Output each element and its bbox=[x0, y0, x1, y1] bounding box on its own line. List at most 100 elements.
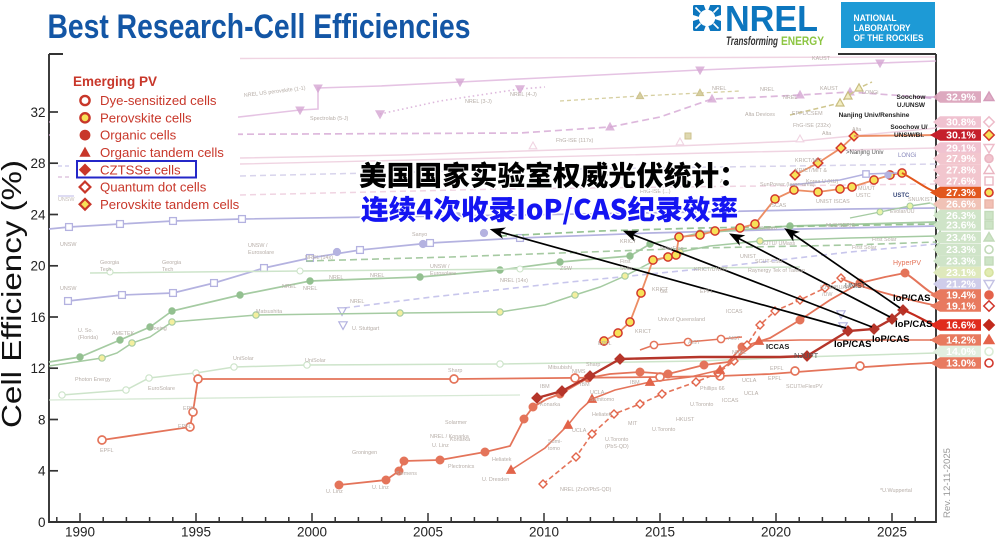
svg-text:UNIST ISCAS: UNIST ISCAS bbox=[816, 199, 850, 205]
svg-text:Spectrolab (5-J): Spectrolab (5-J) bbox=[310, 116, 349, 122]
svg-text:SunPower (large-area): SunPower (large-area) bbox=[760, 182, 815, 188]
svg-text:23.4%: 23.4% bbox=[946, 232, 976, 244]
svg-text:19.1%: 19.1% bbox=[946, 301, 976, 313]
svg-text:28: 28 bbox=[30, 156, 45, 171]
svg-text:Korea U (KU): Korea U (KU) bbox=[806, 179, 839, 185]
svg-text:2000: 2000 bbox=[297, 525, 327, 540]
svg-text:NUS/SERIS: NUS/SERIS bbox=[826, 223, 855, 229]
svg-text:Heliatek: Heliatek bbox=[492, 457, 512, 463]
svg-text:Best Research-Cell Efficiencie: Best Research-Cell Efficiencies bbox=[48, 8, 471, 46]
svg-text:FhG-ISE (...): FhG-ISE (...) bbox=[640, 189, 671, 195]
svg-text:NREL (14x): NREL (14x) bbox=[500, 278, 528, 284]
svg-text:U.Toronto: U.Toronto bbox=[690, 402, 713, 408]
svg-text:U. Linz: U. Linz bbox=[326, 489, 343, 495]
svg-text:NREL: NREL bbox=[303, 286, 317, 292]
svg-text:14.2%: 14.2% bbox=[946, 335, 976, 347]
svg-text:Sanyo: Sanyo bbox=[412, 232, 427, 238]
svg-text:UNSW /: UNSW / bbox=[248, 243, 268, 249]
svg-text:23.1%: 23.1% bbox=[946, 267, 976, 279]
svg-text:Groningen: Groningen bbox=[352, 450, 377, 456]
svg-text:Organic tandem cells: Organic tandem cells bbox=[100, 145, 224, 160]
svg-text:USTC: USTC bbox=[893, 193, 910, 199]
svg-text:Alta Devices: Alta Devices bbox=[745, 112, 775, 118]
svg-text:U. Linz: U. Linz bbox=[372, 485, 389, 491]
svg-text:21.2%: 21.2% bbox=[946, 279, 976, 291]
svg-text:0: 0 bbox=[38, 515, 46, 530]
svg-text:Georgia: Georgia bbox=[100, 260, 119, 266]
svg-text:13.0%: 13.0% bbox=[946, 358, 976, 370]
svg-text:(PbS-QD): (PbS-QD) bbox=[605, 444, 629, 450]
svg-text:Nanjing Univ/Renshine: Nanjing Univ/Renshine bbox=[839, 112, 910, 119]
svg-text:23.6%: 23.6% bbox=[946, 220, 976, 232]
svg-text:NJUPT: NJUPT bbox=[794, 351, 819, 360]
svg-text:NREL: NREL bbox=[350, 299, 364, 305]
svg-text:Rev. 12-11-2025: Rev. 12-11-2025 bbox=[942, 448, 952, 518]
svg-text:EPFL: EPFL bbox=[768, 376, 781, 382]
svg-text:AIST: AIST bbox=[728, 336, 741, 342]
svg-text:Quantum dot cells: Quantum dot cells bbox=[100, 180, 207, 195]
svg-text:OF THE ROCKIES: OF THE ROCKIES bbox=[854, 33, 924, 44]
svg-text:NREL: NREL bbox=[329, 275, 343, 281]
svg-text:Emerging PV: Emerging PV bbox=[73, 74, 157, 89]
svg-text:EPFL: EPFL bbox=[700, 289, 713, 295]
svg-text:Soochow: Soochow bbox=[897, 94, 927, 101]
svg-text:2020: 2020 bbox=[761, 525, 791, 540]
svg-text:NREL (14x): NREL (14x) bbox=[305, 255, 333, 261]
svg-text:12: 12 bbox=[30, 361, 45, 376]
svg-text:EuroSolare: EuroSolare bbox=[148, 386, 175, 392]
svg-text:LONGi: LONGi bbox=[862, 90, 878, 96]
svg-text:29.1%: 29.1% bbox=[946, 143, 976, 155]
svg-text:Tech: Tech bbox=[162, 267, 173, 273]
svg-text:UNSW: UNSW bbox=[58, 197, 75, 203]
svg-text:Sumi-: Sumi- bbox=[548, 439, 562, 445]
svg-text:27.9%: 27.9% bbox=[946, 153, 976, 165]
svg-text:KAUST: KAUST bbox=[812, 56, 831, 62]
svg-text:Konarka: Konarka bbox=[540, 402, 560, 408]
svg-text:KRICT: KRICT bbox=[620, 239, 637, 245]
svg-text:U. So.: U. So. bbox=[78, 328, 93, 334]
svg-text:U./UNSW: U./UNSW bbox=[897, 102, 926, 109]
svg-text:EPFL: EPFL bbox=[178, 424, 191, 430]
svg-text:U. Linz: U. Linz bbox=[432, 443, 449, 449]
svg-text:ICCAS: ICCAS bbox=[766, 342, 789, 351]
svg-text:Sharp: Sharp bbox=[448, 368, 462, 374]
svg-text:UCLA-: UCLA- bbox=[590, 390, 606, 396]
svg-text:SJTU/ UMass: SJTU/ UMass bbox=[762, 241, 796, 247]
svg-text:AMETEK: AMETEK bbox=[112, 331, 135, 337]
svg-text:Matsushita: Matsushita bbox=[256, 309, 282, 315]
svg-text:UNSW /: UNSW / bbox=[430, 264, 450, 270]
svg-text:Eurosolare: Eurosolare bbox=[430, 271, 456, 277]
svg-text:ENERGY: ENERGY bbox=[781, 34, 824, 48]
svg-text:IoP/CAS: IoP/CAS bbox=[834, 339, 871, 350]
svg-text:Solibro: Solibro bbox=[760, 226, 777, 232]
svg-text:>Nanjing Univ: >Nanjing Univ bbox=[846, 150, 884, 156]
svg-text:UCLA: UCLA bbox=[744, 391, 759, 397]
svg-text:Transforming: Transforming bbox=[726, 34, 778, 48]
svg-text:Eurosolare: Eurosolare bbox=[248, 250, 274, 256]
svg-text:Solar: Solar bbox=[620, 266, 633, 272]
svg-text:U. Dresden: U. Dresden bbox=[482, 477, 509, 483]
svg-text:2005: 2005 bbox=[413, 525, 443, 540]
svg-text:NATIONAL: NATIONAL bbox=[854, 13, 897, 24]
svg-text:26.6%: 26.6% bbox=[946, 199, 976, 211]
svg-text:First: First bbox=[620, 259, 631, 265]
svg-text:NREL (4-J): NREL (4-J) bbox=[510, 92, 537, 98]
svg-text:UCLA: UCLA bbox=[572, 428, 587, 434]
svg-text:NREL: NREL bbox=[760, 87, 774, 93]
svg-text:UniSolar: UniSolar bbox=[233, 356, 254, 362]
svg-text:30.8%: 30.8% bbox=[946, 117, 976, 129]
svg-text:NREL: NREL bbox=[732, 350, 746, 356]
svg-text:IoP/CAS: IoP/CAS bbox=[872, 334, 909, 345]
svg-text:HyperPV: HyperPV bbox=[893, 260, 921, 267]
svg-text:ICCAS: ICCAS bbox=[722, 398, 739, 404]
svg-text:23.3%: 23.3% bbox=[946, 256, 976, 268]
svg-text:NREL: NREL bbox=[725, 0, 818, 39]
svg-text:16: 16 bbox=[30, 310, 45, 325]
svg-text:ZSW: ZSW bbox=[560, 266, 573, 272]
svg-text:KAUST: KAUST bbox=[820, 86, 839, 92]
svg-text:27.3%: 27.3% bbox=[946, 187, 976, 199]
svg-text:27.6%: 27.6% bbox=[946, 176, 976, 188]
svg-text:Plectronics: Plectronics bbox=[448, 464, 475, 470]
svg-text:Heliatek: Heliatek bbox=[592, 412, 612, 418]
svg-text:20: 20 bbox=[30, 259, 45, 274]
